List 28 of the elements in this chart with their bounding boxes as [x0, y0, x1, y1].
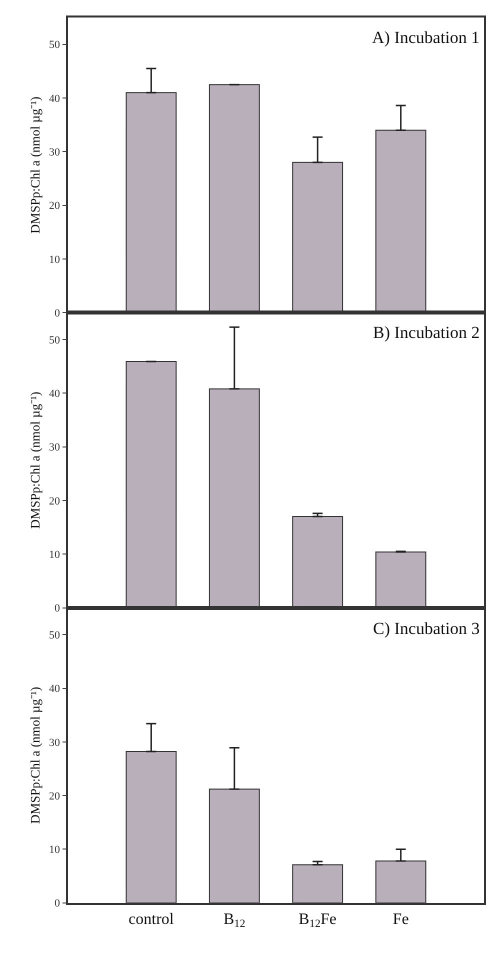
- y-tick-label: 50: [49, 39, 61, 52]
- y-tick-label: 0: [54, 307, 61, 320]
- text: B) Incubation 2: [373, 323, 480, 342]
- y-axis-title: DMSPp:Chl a (nmol µg⁻¹): [28, 96, 42, 234]
- y-tick-label: 10: [49, 844, 61, 856]
- y-tick-label: 0: [54, 898, 61, 910]
- y-tick-label: 30: [49, 736, 61, 749]
- y-tick-label: 20: [49, 495, 61, 508]
- x-tick-label: control: [128, 910, 174, 928]
- y-tick-label: 40: [49, 388, 61, 400]
- x-tick-label: B$_{12}$Fe: [298, 910, 337, 930]
- y-tick-label: 20: [49, 790, 61, 802]
- y-tick-label: 40: [49, 92, 61, 105]
- y-axis-title: DMSPp:Chl a (nmol µg⁻¹): [28, 686, 42, 824]
- y-tick-label: 10: [49, 548, 61, 561]
- y-tick-label: 30: [49, 146, 61, 159]
- y-tick-label: 40: [49, 683, 61, 696]
- y-tick-label: 0: [54, 602, 61, 615]
- y-tick-label: 50: [49, 629, 61, 642]
- y-tick-label: 20: [49, 200, 61, 212]
- x-tick-label: B$_{12}$: [223, 910, 246, 930]
- text: A) Incubation 1: [372, 28, 480, 47]
- y-tick-label: 10: [49, 254, 61, 266]
- text: C) Incubation 3: [373, 619, 480, 638]
- y-axis-title: DMSPp:Chl a (nmol µg⁻¹): [28, 392, 42, 529]
- y-tick-label: 50: [49, 334, 61, 346]
- x-tick-label: Fe: [392, 910, 409, 928]
- y-tick-label: 30: [49, 442, 61, 454]
